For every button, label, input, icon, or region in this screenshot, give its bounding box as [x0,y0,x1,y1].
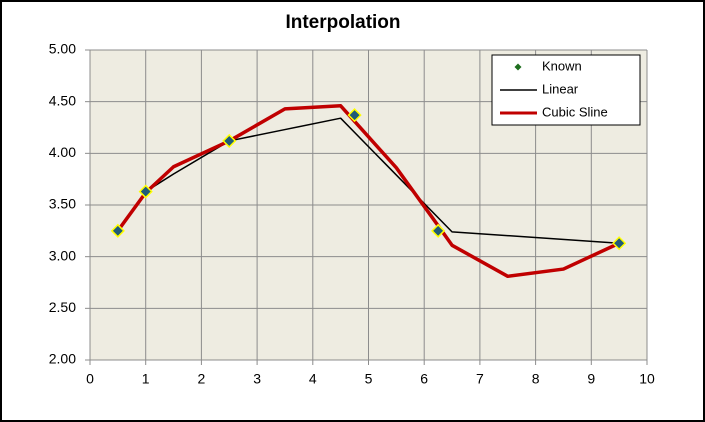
marker [110,223,125,238]
y-tick-label: 4.00 [49,144,76,160]
marker [138,184,153,199]
x-tick-label: 7 [476,371,484,387]
legend-marker [514,63,522,71]
line [116,104,620,279]
marker [431,223,446,238]
x-tick-label: 2 [198,371,206,387]
legend-label: Cubic Sline [542,104,608,119]
x-tick-label: 9 [587,371,595,387]
y-tick-label: 3.00 [49,247,76,263]
y-tick-label: 2.00 [49,351,76,367]
x-tick-label: 10 [639,371,655,387]
marker [222,133,237,148]
chart-title: Interpolation [285,12,400,33]
legend-label: Linear [542,81,579,96]
marker [612,236,627,251]
legend-label: Known [542,58,582,73]
y-tick-label: 5.00 [49,41,76,57]
x-tick-label: 1 [142,371,150,387]
y-tick-label: 2.50 [49,299,76,315]
marker [347,108,362,123]
x-tick-label: 8 [532,371,540,387]
x-tick-label: 3 [253,371,261,387]
x-tick-label: 6 [420,371,428,387]
x-tick-label: 0 [86,371,94,387]
x-tick-label: 4 [309,371,317,387]
y-tick-label: 3.50 [49,196,76,212]
x-tick-label: 5 [365,371,373,387]
y-tick-label: 4.50 [49,92,76,108]
